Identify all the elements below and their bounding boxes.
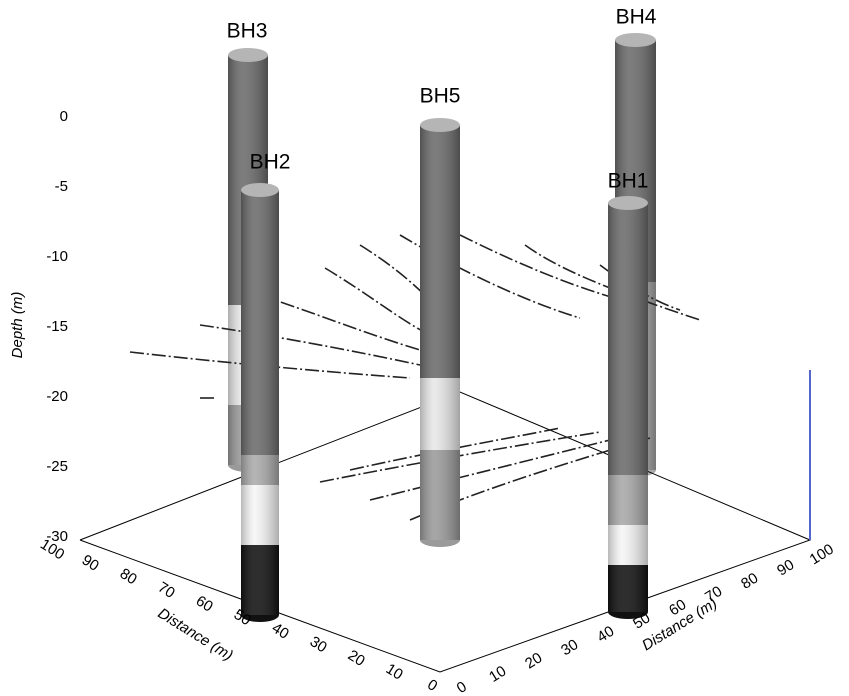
depth-axis-title: Depth (m) bbox=[9, 292, 26, 359]
left-distance-tick: 30 bbox=[307, 633, 330, 656]
right-distance-tick: 30 bbox=[558, 636, 581, 659]
left-distance-tick: 10 bbox=[383, 660, 406, 683]
borehole-shading bbox=[608, 203, 648, 612]
right-distance-tick: 10 bbox=[486, 663, 509, 686]
left-distance-tick: 70 bbox=[155, 579, 178, 602]
right-distance-tick: 20 bbox=[522, 649, 545, 672]
depth-tick-label: -10 bbox=[46, 248, 68, 265]
borehole bbox=[608, 196, 648, 619]
right-distance-tick: 40 bbox=[594, 623, 617, 646]
borehole-label: BH1 bbox=[608, 170, 649, 193]
borehole-top bbox=[608, 196, 648, 210]
left-distance-tick: 20 bbox=[345, 647, 368, 670]
right-distance-tick: 80 bbox=[738, 570, 761, 593]
borehole-label: BH4 bbox=[616, 6, 657, 29]
borehole-3d-chart: Depth (m) Distance (m) Distance (m) BH3B… bbox=[0, 0, 849, 696]
borehole bbox=[420, 118, 460, 547]
borehole-label: BH5 bbox=[420, 85, 461, 108]
right-distance-tick: 90 bbox=[774, 556, 797, 579]
right-distance-tick: 100 bbox=[807, 541, 837, 569]
borehole-top bbox=[241, 183, 279, 197]
left-distance-tick: 0 bbox=[424, 676, 440, 695]
depth-tick-label: 0 bbox=[60, 108, 68, 125]
borehole-label: BH2 bbox=[250, 151, 291, 174]
left-distance-tick: 60 bbox=[193, 592, 216, 615]
left-distance-tick: 80 bbox=[117, 565, 140, 588]
left-distance-tick: 40 bbox=[269, 620, 292, 643]
borehole bbox=[241, 183, 279, 622]
depth-tick-label: -25 bbox=[46, 458, 68, 475]
right-distance-tick: 0 bbox=[454, 678, 470, 696]
borehole-top bbox=[228, 48, 268, 62]
borehole-top bbox=[420, 118, 460, 132]
left-distance-tick: 90 bbox=[79, 552, 102, 575]
depth-tick-label: -5 bbox=[55, 178, 68, 195]
borehole-shading bbox=[241, 190, 279, 615]
left-distance-title: Distance (m) bbox=[155, 605, 236, 664]
borehole-label: BH3 bbox=[227, 20, 268, 43]
depth-tick-label: -20 bbox=[46, 388, 68, 405]
front-layer bbox=[241, 118, 648, 622]
borehole-top bbox=[615, 33, 656, 47]
depth-tick-label: -15 bbox=[46, 318, 68, 335]
borehole-shading bbox=[420, 125, 460, 540]
